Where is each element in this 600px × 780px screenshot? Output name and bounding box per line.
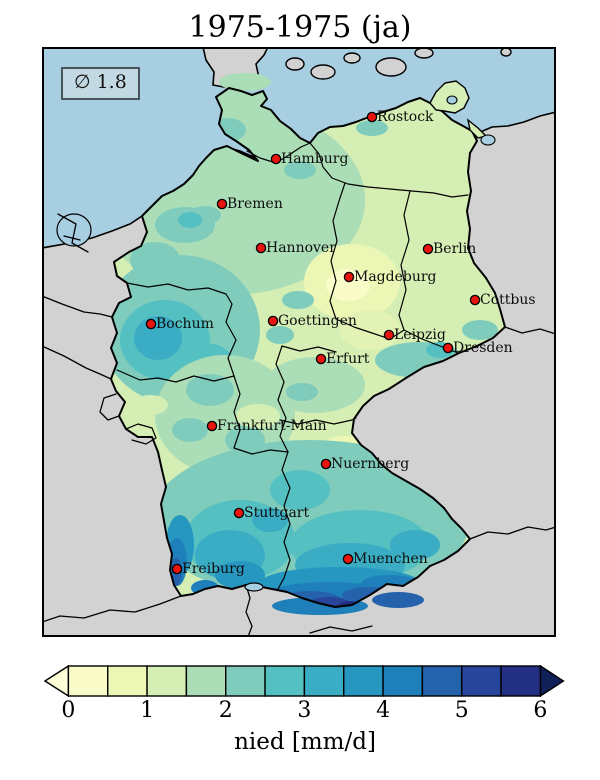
colorbar: 0 1 2 3 4 5 6 nied [mm/d] <box>44 665 566 777</box>
colorbar-segment <box>264 665 306 697</box>
colorbar-segment <box>382 665 424 697</box>
germany-precipitation-map: Rostock Hamburg Bremen Hannover Berlin Magdeb… <box>42 47 556 637</box>
city-layer: Rostock Hamburg Bremen Hannover Berlin Magdeb… <box>145 109 536 577</box>
city-label: Leipzig <box>394 327 446 343</box>
mean-value-badge: ∅ 1.8 <box>61 67 140 100</box>
city-label: Goettingen <box>278 313 357 329</box>
colorbar-extend-arrow <box>44 665 70 697</box>
city-dot <box>171 563 183 575</box>
colorbar-ticks: 0 1 2 3 4 5 6 <box>44 698 566 726</box>
colorbar-tick-label: 5 <box>454 698 469 723</box>
city-dot <box>383 329 395 341</box>
city-dot <box>270 153 282 165</box>
city-label: Nuernberg <box>331 456 409 472</box>
colorbar-segment <box>303 665 345 697</box>
colorbar-segment <box>343 665 384 697</box>
city-label: Frankfurt-Main <box>217 418 327 434</box>
city-dot <box>233 507 245 519</box>
city-label: Bochum <box>156 316 214 332</box>
colorbar-segment <box>107 665 148 697</box>
map-panel: Rostock Hamburg Bremen Hannover Berlin Magdeb… <box>42 47 556 637</box>
stettin-lagoon <box>480 134 496 146</box>
colorbar-tick-label: 1 <box>140 698 155 723</box>
colorbar-tick-label: 0 <box>61 698 76 723</box>
colorbar-segment <box>225 665 266 697</box>
city-label: Stuttgart <box>244 505 309 521</box>
city-label: Bremen <box>227 196 283 212</box>
city-dot <box>469 294 481 306</box>
city-label: Erfurt <box>326 351 370 367</box>
city-label: Freiburg <box>182 561 245 577</box>
colorbar-gradient <box>44 665 565 697</box>
colorbar-label: nied [mm/d] <box>234 729 376 755</box>
foreign-borders-layer <box>42 213 556 637</box>
colorbar-segment <box>67 665 109 697</box>
colorbar-tick-label: 2 <box>218 698 233 723</box>
city-dot <box>216 198 228 210</box>
city-label: Magdeburg <box>354 269 437 285</box>
colorbar-extend-arrow <box>539 665 565 697</box>
colorbar-segment <box>185 665 227 697</box>
city-dot <box>342 553 354 565</box>
city-dot <box>320 458 332 470</box>
city-label: Hamburg <box>281 151 349 167</box>
colorbar-segment <box>421 665 463 697</box>
ijsselmeer <box>56 213 92 247</box>
mean-value-text: ∅ 1.8 <box>74 71 127 93</box>
city-label: Berlin <box>433 241 476 257</box>
city-label: Hannover <box>266 240 336 256</box>
colorbar-segment <box>500 665 542 697</box>
city-dot <box>145 318 157 330</box>
colorbar-tick-label: 6 <box>533 698 548 723</box>
city-dot <box>315 353 327 365</box>
city-dot <box>343 271 355 283</box>
map-frame <box>42 47 556 637</box>
city-label: Rostock <box>377 109 434 125</box>
city-dot <box>206 420 218 432</box>
colorbar-segment <box>461 665 502 697</box>
colorbar-segment <box>146 665 188 697</box>
city-dot <box>442 342 454 354</box>
city-label: Muenchen <box>353 551 428 567</box>
city-dot <box>267 315 279 327</box>
state-borders-layer <box>116 142 469 590</box>
city-dot <box>366 111 378 123</box>
colorbar-tick-label: 4 <box>376 698 391 723</box>
city-label: Dresden <box>453 340 513 356</box>
colorbar-tick-label: 3 <box>297 698 312 723</box>
city-label: Cottbus <box>480 292 536 308</box>
city-dot <box>255 242 267 254</box>
city-dot <box>422 243 434 255</box>
figure-title: 1975-1975 (ja) <box>188 10 412 45</box>
lake-constance <box>244 582 264 592</box>
